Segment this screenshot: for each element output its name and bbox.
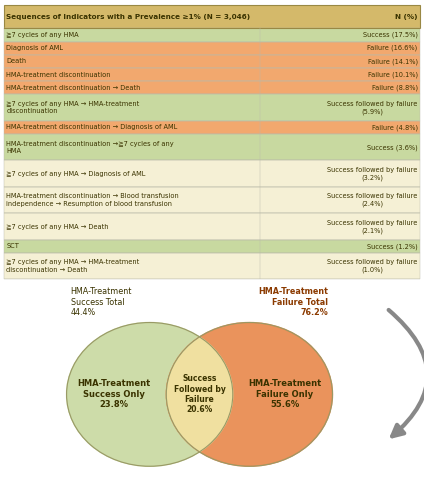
FancyBboxPatch shape (4, 94, 420, 121)
Text: ≧7 cycles of any HMA → Death: ≧7 cycles of any HMA → Death (6, 224, 109, 230)
Text: Success followed by failure
(2.1%): Success followed by failure (2.1%) (327, 220, 418, 234)
Text: ≧7 cycles of any HMA → Diagnosis of AML: ≧7 cycles of any HMA → Diagnosis of AML (6, 170, 146, 176)
Text: Sequences of Indicators with a Prevalence ≥1% (N = 3,046): Sequences of Indicators with a Prevalenc… (6, 14, 251, 20)
Text: HMA-treatment discontinuation → Blood transfusion
independence → Resumption of b: HMA-treatment discontinuation → Blood tr… (6, 194, 179, 207)
Text: ≧7 cycles of any HMA → HMA-treatment
discontinuation: ≧7 cycles of any HMA → HMA-treatment dis… (6, 101, 139, 114)
Text: Success (17.5%): Success (17.5%) (363, 32, 418, 38)
FancyBboxPatch shape (4, 253, 420, 280)
Text: Success followed by failure
(3.2%): Success followed by failure (3.2%) (327, 166, 418, 180)
Text: Success followed by failure
(5.9%): Success followed by failure (5.9%) (327, 100, 418, 114)
Text: HMA-treatment discontinuation: HMA-treatment discontinuation (6, 72, 111, 78)
Text: Failure (14.1%): Failure (14.1%) (368, 58, 418, 64)
Text: Success
Followed by
Failure
20.6%: Success Followed by Failure 20.6% (173, 374, 226, 414)
FancyBboxPatch shape (4, 68, 420, 81)
FancyBboxPatch shape (4, 5, 420, 28)
Text: HMA-Treatment
Success Total
44.4%: HMA-Treatment Success Total 44.4% (71, 288, 132, 317)
Text: Death: Death (6, 58, 26, 64)
Text: HMA-treatment discontinuation → Death: HMA-treatment discontinuation → Death (6, 85, 141, 91)
Text: HMA-Treatment
Failure Only
55.6%: HMA-Treatment Failure Only 55.6% (248, 380, 321, 410)
Text: Failure (16.6%): Failure (16.6%) (368, 45, 418, 52)
FancyBboxPatch shape (4, 187, 420, 214)
FancyBboxPatch shape (4, 81, 420, 94)
Text: HMA-treatment discontinuation → Diagnosis of AML: HMA-treatment discontinuation → Diagnosi… (6, 124, 178, 130)
Text: N (%): N (%) (395, 14, 418, 20)
Text: Failure (4.8%): Failure (4.8%) (371, 124, 418, 130)
FancyBboxPatch shape (4, 214, 420, 240)
Text: HMA-Treatment
Success Only
23.8%: HMA-Treatment Success Only 23.8% (78, 380, 151, 410)
Text: HMA-treatment discontinuation →≧7 cycles of any
HMA: HMA-treatment discontinuation →≧7 cycles… (6, 140, 174, 154)
Text: Success (1.2%): Success (1.2%) (367, 243, 418, 250)
Text: SCT: SCT (6, 244, 19, 250)
Text: ≧7 cycles of any HMA → HMA-treatment
discontinuation → Death: ≧7 cycles of any HMA → HMA-treatment dis… (6, 260, 139, 273)
FancyBboxPatch shape (4, 42, 420, 55)
Text: Diagnosis of AML: Diagnosis of AML (6, 45, 63, 51)
FancyBboxPatch shape (4, 55, 420, 68)
Circle shape (67, 322, 233, 466)
Circle shape (166, 322, 332, 466)
FancyBboxPatch shape (4, 134, 420, 160)
Text: Failure (10.1%): Failure (10.1%) (368, 72, 418, 78)
Text: Failure (8.8%): Failure (8.8%) (371, 84, 418, 91)
FancyBboxPatch shape (4, 121, 420, 134)
Text: Success followed by failure
(2.4%): Success followed by failure (2.4%) (327, 193, 418, 207)
Text: Success followed by failure
(1.0%): Success followed by failure (1.0%) (327, 259, 418, 273)
Text: HMA-Treatment
Failure Total
76.2%: HMA-Treatment Failure Total 76.2% (259, 288, 328, 317)
FancyBboxPatch shape (4, 240, 420, 253)
Text: ≧7 cycles of any HMA: ≧7 cycles of any HMA (6, 32, 79, 38)
FancyBboxPatch shape (4, 28, 420, 42)
Text: Success (3.6%): Success (3.6%) (367, 144, 418, 150)
FancyBboxPatch shape (4, 160, 420, 187)
Circle shape (67, 322, 233, 466)
